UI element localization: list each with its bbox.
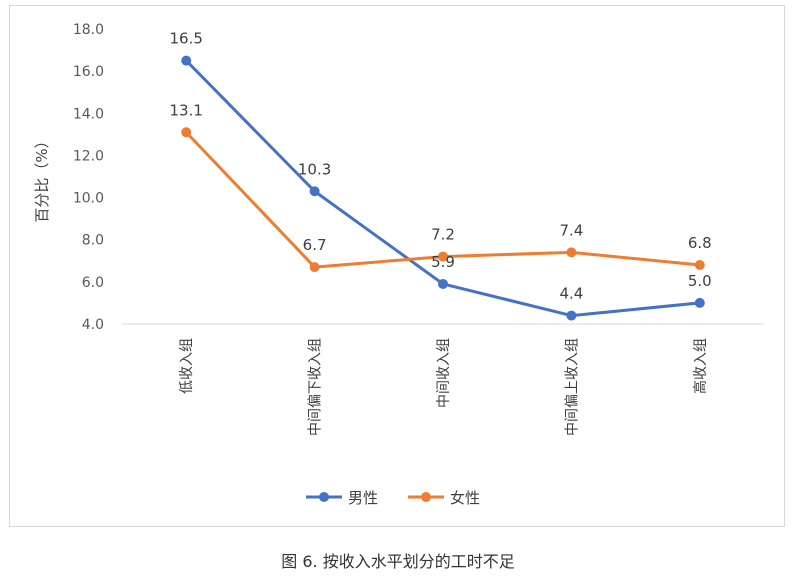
y-tick-label: 8.0 [82, 233, 104, 249]
y-tick-label: 10.0 [73, 191, 104, 207]
legend-marker [319, 492, 329, 502]
x-axis-categories: 低收入组 中间偏下收入组 中间收入组 中间偏上收入组 高收入组 [179, 338, 709, 436]
data-label: 10.3 [298, 160, 331, 178]
y-tick-label: 16.0 [73, 64, 104, 80]
series-line [185, 59, 700, 318]
y-tick-label: 6.0 [82, 275, 104, 291]
x-category-label: 低收入组 [179, 338, 195, 394]
data-label: 5.9 [431, 253, 455, 271]
series-layer: 16.5 10.3 5.9 4.4 5.0 13.1 6.7 7.2 7.4 6.8 [169, 30, 712, 321]
y-tick-label: 12.0 [73, 148, 104, 164]
data-point [309, 262, 320, 273]
line-chart: 4.0 6.0 8.0 10.0 12.0 14.0 16.0 18.0 百分比（%） 低收入… [33, 22, 764, 507]
x-category-label: 高收入组 [692, 338, 709, 394]
y-tick-label: 18.0 [73, 22, 104, 38]
data-label: 16.5 [169, 30, 202, 48]
data-point [181, 127, 192, 138]
data-label: 6.7 [303, 236, 327, 254]
data-label: 4.4 [559, 285, 583, 303]
x-category-label: 中间偏下收入组 [308, 338, 324, 436]
data-point [694, 297, 705, 308]
legend-label: 女性 [450, 489, 480, 507]
legend: 男性 女性 [306, 489, 480, 507]
legend-marker [421, 492, 431, 502]
data-point [181, 55, 192, 66]
legend-label: 男性 [348, 489, 378, 507]
y-axis-label: 百分比（%） [33, 133, 51, 222]
data-label: 7.4 [559, 221, 583, 239]
data-label: 13.1 [169, 101, 202, 119]
y-tick-label: 14.0 [73, 106, 104, 122]
data-point [438, 278, 448, 289]
data-point [566, 310, 577, 321]
figure-caption: 图 6. 按收入水平划分的工时不足 [281, 552, 515, 571]
data-point [309, 186, 320, 197]
data-point [566, 247, 577, 258]
data-label: 6.8 [688, 234, 712, 252]
y-tick-label: 4.0 [82, 317, 104, 333]
y-axis-ticks: 4.0 6.0 8.0 10.0 12.0 14.0 16.0 18.0 [73, 22, 104, 333]
data-point [694, 260, 705, 270]
x-category-label: 中间偏上收入组 [564, 338, 580, 436]
data-point [438, 251, 448, 262]
data-label: 5.0 [688, 272, 712, 290]
chart-frame [9, 5, 785, 527]
data-label: 7.2 [431, 226, 455, 244]
x-category-label: 中间收入组 [436, 338, 452, 408]
series-line [185, 131, 700, 269]
